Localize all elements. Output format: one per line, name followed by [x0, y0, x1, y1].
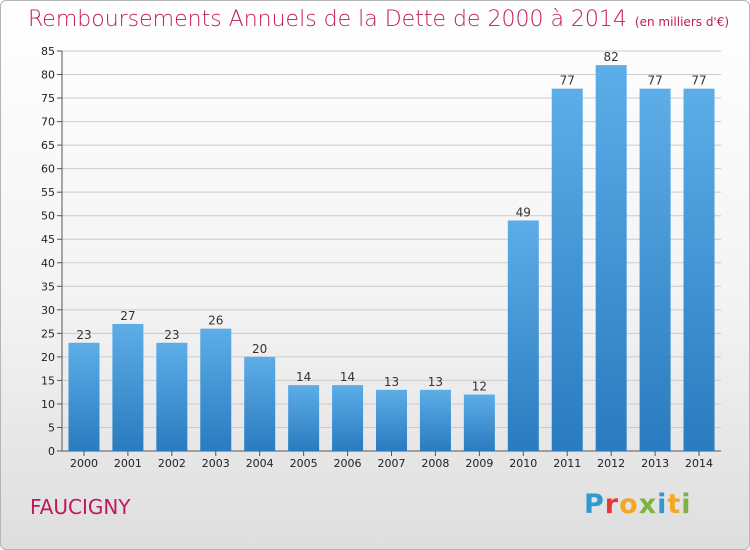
x-tick-labels: 2000 2001 2002 2003 2004 2005 2006 2007 2008 2009… [70, 457, 713, 470]
bar-2006 [332, 385, 364, 451]
value-label-2011: 77 [560, 74, 575, 88]
bar-2011 [551, 88, 583, 451]
value-label-2006: 14 [340, 370, 355, 384]
logo-letter: t [667, 489, 682, 520]
bar-2010 [507, 220, 539, 451]
value-label-2014: 77 [691, 74, 706, 88]
x-tick-label-2014: 2014 [685, 457, 713, 470]
x-tick-label-2013: 2013 [641, 457, 669, 470]
y-tick-labels: 0 5 10 15 20 25 30 35 40 45 50 55 60 65 70 75 80 85 [41, 45, 55, 458]
bar-2007 [376, 389, 407, 451]
chart-title-unit: (en milliers d'€) [634, 15, 730, 29]
value-label-2010: 49 [516, 205, 531, 219]
x-tick-label-2009: 2009 [465, 457, 493, 470]
logo-letter: x [638, 489, 658, 520]
y-tick-label: 10 [41, 398, 55, 411]
x-tick-label-2006: 2006 [334, 457, 362, 470]
y-tick-label: 35 [41, 280, 55, 293]
y-tick-label: 30 [41, 304, 55, 317]
value-label-2005: 14 [296, 370, 311, 384]
y-tick-label: 75 [41, 92, 55, 105]
bar-2000 [68, 342, 100, 451]
x-tick-label-2010: 2010 [509, 457, 537, 470]
x-tick-label-2003: 2003 [202, 457, 230, 470]
logo-letter: o [619, 489, 639, 520]
bar-2012 [595, 65, 627, 451]
value-label-2012: 82 [604, 50, 619, 64]
logo-letter: i [681, 489, 692, 520]
x-tick-label-2002: 2002 [158, 457, 186, 470]
y-tick-label: 20 [41, 351, 55, 364]
x-tick-label-2008: 2008 [421, 457, 449, 470]
y-tick-label: 0 [48, 445, 55, 458]
bar-2003 [200, 328, 232, 451]
value-label-2009: 12 [472, 380, 487, 394]
value-labels: 23 27 23 26 20 14 14 13 13 12 49 77 82 77 77 [76, 50, 706, 393]
logo-letter: r [604, 489, 620, 520]
bar-2002 [156, 342, 188, 451]
y-tick-label: 50 [41, 210, 55, 223]
y-tick-label: 85 [41, 45, 55, 58]
y-tick-label: 25 [41, 327, 55, 340]
logo-letter: P [584, 489, 605, 520]
commune-name: FAUCIGNY [30, 495, 131, 519]
y-tick-label: 70 [41, 116, 55, 129]
bars [68, 65, 715, 451]
value-label-2000: 23 [76, 328, 91, 342]
bar-2005 [288, 385, 320, 451]
proxiti-logo: Proxiti [584, 489, 692, 520]
y-tick-label: 55 [41, 186, 55, 199]
bar-2009 [463, 394, 495, 451]
value-label-2002: 23 [164, 328, 179, 342]
bar-2001 [112, 323, 144, 451]
y-tick-label: 5 [48, 421, 55, 434]
bar-2004 [244, 356, 276, 451]
value-label-2001: 27 [120, 309, 135, 323]
chart-title: Remboursements Annuels de la Dette de 20… [28, 7, 729, 32]
logo-letter: i [657, 489, 668, 520]
bar-2014 [683, 88, 715, 451]
x-tick-label-2007: 2007 [378, 457, 406, 470]
x-tick-label-2000: 2000 [70, 457, 98, 470]
y-tick-label: 15 [41, 374, 55, 387]
value-label-2007: 13 [384, 375, 399, 389]
value-label-2013: 77 [647, 74, 662, 88]
x-tick-label-2011: 2011 [553, 457, 581, 470]
y-tick-label: 40 [41, 257, 55, 270]
chart-title-main: Remboursements Annuels de la Dette de 20… [28, 7, 627, 32]
y-tick-label: 45 [41, 233, 55, 246]
value-label-2004: 20 [252, 342, 267, 356]
y-tick-label: 65 [41, 139, 55, 152]
value-label-2003: 26 [208, 314, 223, 328]
x-tick-label-2005: 2005 [290, 457, 318, 470]
bar-2008 [419, 389, 451, 451]
bar-2013 [639, 88, 671, 451]
y-tick-label: 80 [41, 69, 55, 82]
y-tick-label: 60 [41, 163, 55, 176]
x-tick-label-2012: 2012 [597, 457, 625, 470]
x-tick-label-2004: 2004 [246, 457, 274, 470]
value-label-2008: 13 [428, 375, 443, 389]
x-tick-label-2001: 2001 [114, 457, 142, 470]
